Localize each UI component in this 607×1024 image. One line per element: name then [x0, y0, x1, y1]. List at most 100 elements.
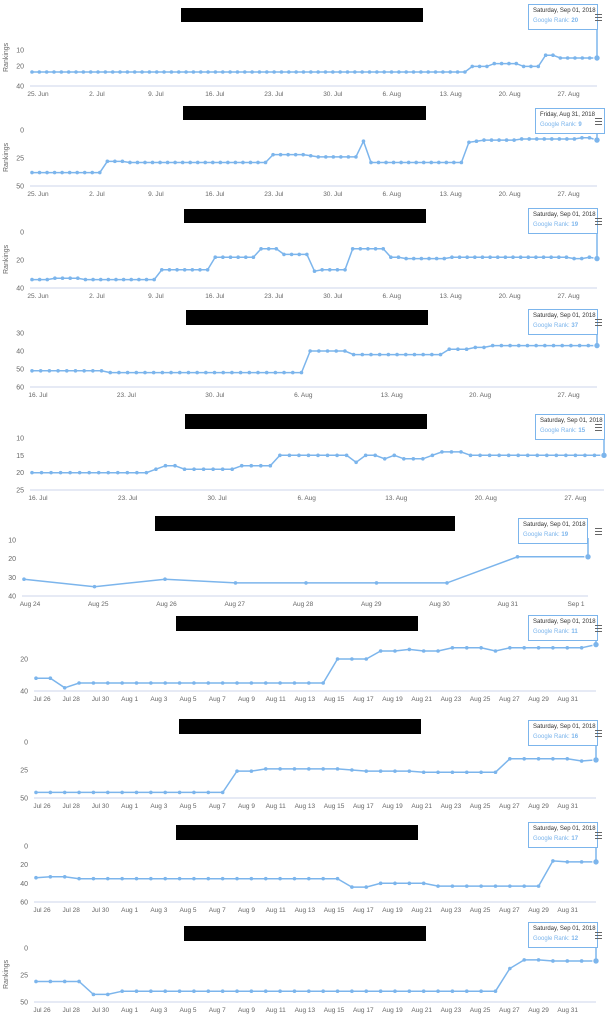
- x-tick-label: 13. Aug: [381, 392, 403, 399]
- x-tick-label: Aug 3: [150, 907, 167, 914]
- menu-icon[interactable]: [595, 625, 602, 632]
- y-tick-label: 15: [16, 453, 24, 460]
- data-point: [427, 256, 431, 261]
- y-tick-label: 60: [20, 900, 28, 907]
- menu-icon[interactable]: [595, 14, 602, 21]
- menu-icon[interactable]: [595, 528, 602, 535]
- data-point: [393, 649, 397, 653]
- data-point: [91, 277, 95, 282]
- data-point: [34, 979, 38, 984]
- series-line: [35, 860, 596, 888]
- data-point: [376, 160, 381, 165]
- data-point: [419, 70, 423, 74]
- data-point: [350, 657, 354, 661]
- menu-icon[interactable]: [595, 218, 602, 225]
- data-point: [120, 790, 124, 795]
- data-point: [403, 352, 408, 357]
- x-tick-label: 25. Jun: [27, 293, 49, 300]
- data-point: [316, 155, 321, 159]
- data-point: [301, 70, 306, 74]
- data-point: [384, 160, 388, 165]
- menu-icon[interactable]: [595, 730, 602, 737]
- data-point: [321, 876, 325, 881]
- x-tick-label: 30. Jul: [323, 293, 343, 300]
- data-point: [30, 470, 34, 475]
- data-point: [551, 53, 555, 57]
- data-point: [159, 268, 164, 272]
- x-tick-label: Aug 31: [497, 601, 518, 608]
- x-tick-label: 23. Jul: [264, 91, 284, 98]
- data-point: [144, 277, 149, 282]
- menu-icon[interactable]: [595, 932, 602, 939]
- data-point: [59, 70, 64, 74]
- data-point: [545, 453, 549, 458]
- data-point: [364, 989, 369, 993]
- menu-icon[interactable]: [595, 832, 602, 839]
- data-point: [206, 989, 211, 993]
- data-point: [534, 343, 538, 348]
- data-point: [478, 453, 482, 458]
- data-point: [430, 352, 434, 357]
- data-point: [366, 247, 370, 251]
- x-tick-label: 20. Aug: [475, 495, 497, 502]
- data-point: [404, 256, 408, 261]
- data-point: [37, 170, 42, 175]
- data-point: [534, 137, 539, 141]
- data-point: [321, 681, 325, 685]
- x-tick-label: Aug 23: [441, 803, 462, 810]
- x-tick-label: Aug 9: [238, 1007, 255, 1014]
- data-point: [192, 467, 196, 471]
- menu-icon[interactable]: [595, 118, 602, 125]
- rank-line-chart: 30 40 50 60 16. Jul 23. Jul 30. Jul 6. Aug 13. A…: [16, 329, 601, 399]
- y-tick-label: 50: [16, 367, 24, 374]
- data-point: [470, 64, 475, 69]
- x-tick-label: 2. Jul: [89, 191, 105, 198]
- data-point: [75, 170, 79, 175]
- data-point: [325, 349, 330, 353]
- data-point: [177, 790, 182, 795]
- data-point: [360, 70, 364, 74]
- data-point: [218, 160, 223, 165]
- data-point: [316, 453, 320, 458]
- data-point: [331, 70, 335, 74]
- tooltip-rank-value: 12: [571, 936, 579, 942]
- data-point: [220, 790, 225, 795]
- data-point: [287, 453, 292, 458]
- data-point: [450, 884, 455, 888]
- x-tick-label: Aug 21: [411, 1007, 432, 1014]
- series-line: [36, 643, 597, 689]
- y-tick-label: 20: [20, 862, 28, 869]
- rank-chart-panel: 10 20 40 25. Jun 2. Jul 9. Jul 16. Jul 23. Jul 3…: [0, 0, 607, 100]
- data-point: [572, 137, 577, 141]
- x-tick-label: 20. Aug: [499, 191, 521, 198]
- data-point: [485, 64, 489, 69]
- rank-chart-panel: 0 20 40 60 Jul 26 Jul 28 Jul 30 Aug 1 Aug 3 Aug 5…: [0, 818, 607, 918]
- x-tick-label: 30. Jul: [323, 191, 343, 198]
- x-tick-label: Aug 29: [528, 803, 549, 810]
- data-point: [565, 137, 569, 141]
- x-tick-label: Aug 7: [209, 907, 226, 914]
- menu-icon[interactable]: [595, 424, 602, 431]
- data-point: [263, 989, 268, 993]
- data-point: [579, 860, 584, 864]
- data-point: [188, 160, 192, 165]
- data-point: [346, 155, 351, 159]
- data-point: [493, 770, 498, 775]
- data-point: [393, 989, 397, 993]
- data-point: [34, 790, 38, 795]
- menu-icon[interactable]: [595, 319, 602, 326]
- data-point: [77, 470, 82, 475]
- x-tick-label: Aug 5: [180, 1007, 197, 1014]
- x-tick-label: Aug 7: [209, 803, 226, 810]
- data-point: [228, 70, 232, 74]
- data-point: [99, 369, 104, 373]
- data-point: [361, 139, 366, 143]
- data-point: [30, 70, 34, 74]
- data-point: [76, 276, 80, 280]
- data-point: [482, 138, 486, 142]
- data-point: [572, 256, 576, 261]
- data-point: [30, 170, 34, 175]
- y-tick-label: 50: [16, 184, 24, 191]
- data-point: [536, 646, 541, 650]
- x-tick-label: 27. Aug: [558, 191, 580, 198]
